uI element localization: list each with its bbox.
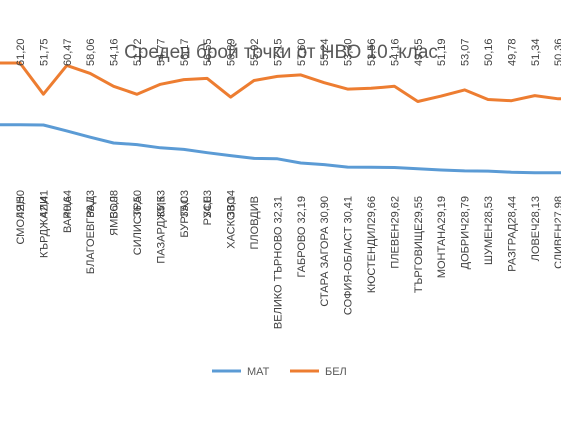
category-label: ГАБРОВО 32,19 [296, 196, 308, 278]
value-label-mat: 36,50 [132, 190, 144, 218]
category-label: ЛОВЕЧ28,13 [530, 196, 542, 261]
series-lines [0, 61, 561, 175]
value-label-bel: 50,16 [483, 38, 495, 66]
category-label: РАЗГРАД28,44 [506, 196, 518, 272]
value-label-bel: 50,36 [553, 38, 561, 66]
value-label-bel: 55,92 [249, 38, 261, 66]
value-label-bel: 49,78 [506, 38, 518, 66]
value-label-mat: 36,98 [109, 190, 121, 218]
value-label-bel: 56,55 [202, 38, 214, 66]
value-label-bel: 53,30 [343, 38, 355, 66]
legend: МАТ БЕЛ [212, 366, 347, 378]
value-label-bel: 51,75 [38, 38, 50, 66]
category-label: КЪРДЖАЛИ [38, 196, 50, 258]
category-label: ЯМБОЛ [109, 196, 121, 236]
value-label-bel: 54,16 [109, 38, 121, 66]
value-label-bel: 60,47 [62, 38, 74, 66]
value-label-mat: 42,41 [38, 190, 50, 218]
value-label-bel: 57,15 [272, 38, 284, 66]
value-label-mat: 33,14 [226, 190, 238, 218]
value-label-mat: 40,64 [62, 190, 74, 218]
legend-label-bel: БЕЛ [325, 366, 347, 378]
category-label: МОНТАНА29,19 [436, 196, 448, 278]
category-label: ПЛОВДИВ [249, 196, 261, 249]
value-label-bel: 53,56 [366, 38, 378, 66]
value-label-bel: 54,16 [389, 38, 401, 66]
category-label: ПЛЕВЕН29,62 [389, 196, 401, 269]
value-label-bel: 55,24 [319, 38, 331, 66]
category-label: ПАЗАРДЖИК [155, 195, 167, 263]
value-label-bel: 49,55 [413, 38, 425, 66]
value-label-bel: 50,89 [226, 38, 238, 66]
category-label: ШУМЕН28,53 [483, 196, 495, 265]
value-label-mat: 38,73 [85, 190, 97, 218]
value-label-bel: 58,06 [85, 38, 97, 66]
value-labels: 42,50 42,41 40,64 38,73 36,98 36,50 35,53 35,03… [15, 38, 561, 217]
value-label-bel: 61,20 [15, 38, 27, 66]
category-label: СИЛИСТРА [132, 195, 144, 255]
value-label-mat: 35,03 [179, 190, 191, 218]
legend-label-mat: МАТ [247, 366, 270, 378]
series-line-bel [0, 61, 561, 103]
category-label: ВЕЛИКО ТЪРНОВО 32,31 [272, 196, 284, 329]
category-label: СЛИВЕН27,98 [553, 196, 561, 269]
category-label: ВАРНА [62, 195, 74, 233]
category-label: БЛАГОЕВГРАД [85, 195, 97, 274]
value-label-bel: 57,60 [296, 38, 308, 66]
category-labels: СМОЛЯН КЪРДЖАЛИ ВАРНА БЛАГОЕВГРАД ЯМБОЛ СИЛИС… [15, 195, 561, 329]
value-label-bel: 54,77 [155, 38, 167, 66]
category-label: РУСЕ [202, 196, 214, 225]
value-label-bel: 56,17 [179, 38, 191, 66]
value-label-bel: 51,34 [530, 38, 542, 66]
category-label: СТАРА ЗАГОРА 30,90 [319, 196, 331, 307]
series-line-mat [0, 123, 561, 175]
category-label: БУРГАС [179, 196, 191, 238]
value-label-mat: 42,50 [15, 190, 27, 218]
value-label-bel: 53,07 [460, 38, 472, 66]
value-label-mat: 34,03 [202, 190, 214, 218]
category-label: СМОЛЯН [15, 196, 27, 245]
category-label: ДОБРИЧ28,79 [460, 196, 472, 269]
value-label-bel: 51,72 [132, 38, 144, 66]
chart-title: Среден брой точки от НВО 10. клас [124, 42, 438, 63]
value-label-bel: 51,19 [436, 38, 448, 66]
category-label: ХАСКОВО [226, 196, 238, 249]
category-label: СОФИЯ-ОБЛАСТ 30,41 [343, 196, 355, 315]
category-label: ТЪРГОВИЩЕ29,55 [413, 196, 425, 293]
value-label-mat: 35,53 [155, 190, 167, 218]
category-label: КЮСТЕНДИЛ29,66 [366, 196, 378, 293]
